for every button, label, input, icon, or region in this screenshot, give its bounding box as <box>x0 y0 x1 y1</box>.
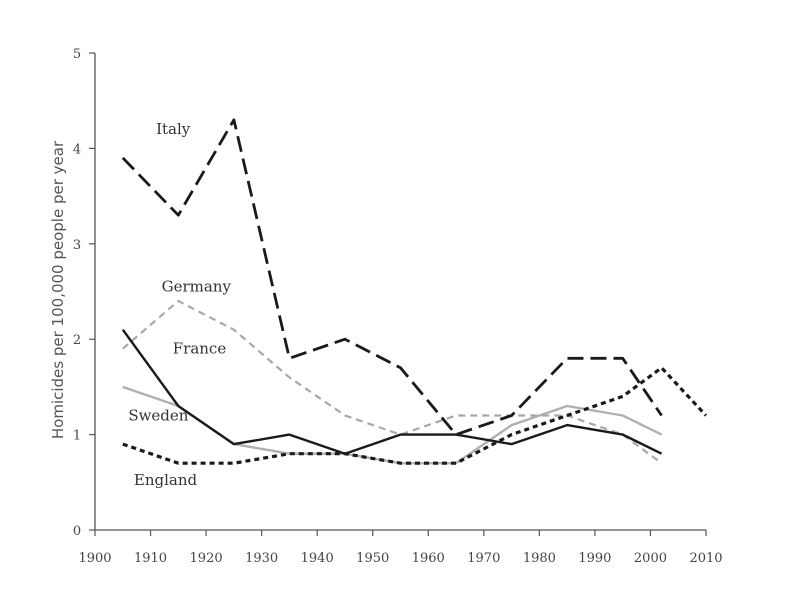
series-label-germany: Germany <box>162 278 232 296</box>
series-label-italy: Italy <box>156 120 191 138</box>
y-tick-label: 4 <box>73 142 81 157</box>
y-tick-label: 3 <box>73 238 81 253</box>
series-lines <box>121 118 708 465</box>
y-tick-label: 2 <box>73 333 81 348</box>
x-tick-label: 2000 <box>634 551 667 566</box>
series-line-germany <box>122 299 663 465</box>
x-tick-label: 1930 <box>245 551 278 566</box>
x-tick-label: 1920 <box>190 551 223 566</box>
x-tick-label: 1900 <box>78 551 111 566</box>
y-tick-label: 5 <box>73 47 81 62</box>
series-line-england <box>122 366 708 465</box>
x-tick-label: 1990 <box>578 551 611 566</box>
axes: 1900 1910 1920 1930 1940 1950 1960 1970 1980 1990… <box>73 47 723 566</box>
series-line-france <box>121 328 663 455</box>
x-tick-label: 1970 <box>467 551 500 566</box>
x-tick-label: 1980 <box>523 551 556 566</box>
x-tick-label: 1910 <box>134 551 167 566</box>
y-tick-label: 0 <box>73 524 81 539</box>
x-tick-label: 2010 <box>689 551 722 566</box>
labels: Italy Germany France Sweden England <box>128 120 231 489</box>
x-tick-label: 1940 <box>301 551 334 566</box>
series-line-sweden <box>122 385 663 465</box>
x-tick-label: 1950 <box>356 551 389 566</box>
y-axis-label: Homicides per 100,000 people per year <box>49 140 67 439</box>
series-label-england: England <box>134 471 198 489</box>
x-tick-label: 1960 <box>412 551 445 566</box>
y-tick-label: 1 <box>73 429 81 444</box>
series-label-france: France <box>173 340 227 358</box>
series-label-sweden: Sweden <box>128 406 188 424</box>
series-line-italy <box>121 118 663 437</box>
